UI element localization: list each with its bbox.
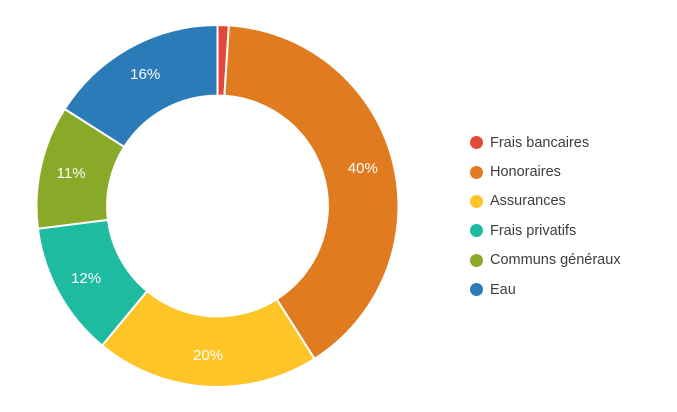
legend-swatch-icon <box>470 253 483 267</box>
pie-slice-assurances[interactable] <box>101 290 316 388</box>
donut-chart-area: 40% 20% 12% 11% 16% <box>0 0 440 412</box>
legend-label: Honoraires <box>490 164 561 181</box>
legend-label: Communs généraux <box>490 252 621 269</box>
legend-swatch-icon <box>470 194 483 208</box>
chart-legend: Frais bancaires Honoraires Assurances Fr… <box>470 128 621 304</box>
legend-item-assurances[interactable]: Assurances <box>470 187 621 216</box>
legend-label: Frais privatifs <box>490 222 577 239</box>
legend-item-frais-privatifs[interactable]: Frais privatifs <box>470 216 621 245</box>
legend-swatch-icon <box>470 224 483 238</box>
legend-label: Eau <box>490 281 516 298</box>
donut-chart[interactable]: 40%20%12%11%16% <box>0 0 440 412</box>
legend-item-honoraires[interactable]: Honoraires <box>470 157 621 186</box>
legend-label: Assurances <box>490 193 566 210</box>
legend-item-eau[interactable]: Eau <box>470 275 621 304</box>
legend-item-communs-generaux[interactable]: Communs généraux <box>470 246 621 275</box>
legend-item-frais-bancaires[interactable]: Frais bancaires <box>470 128 621 157</box>
legend-swatch-icon <box>470 136 483 150</box>
legend-swatch-icon <box>470 165 483 179</box>
pie-slice-eau[interactable] <box>63 24 219 148</box>
pie-slice-honoraires[interactable] <box>223 24 400 360</box>
legend-label: Frais bancaires <box>490 134 590 151</box>
legend-swatch-icon <box>470 283 483 297</box>
